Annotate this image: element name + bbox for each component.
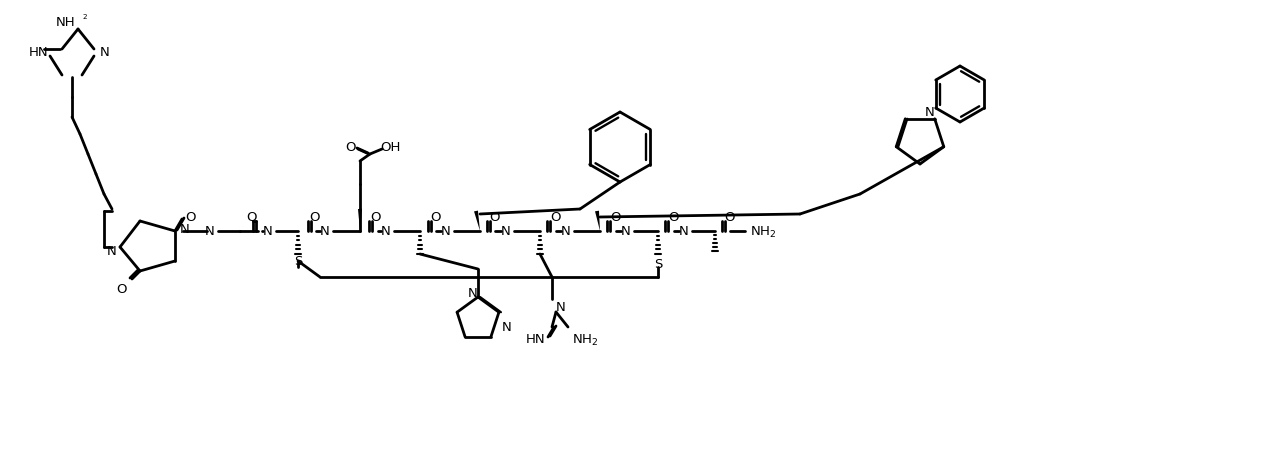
Text: $_2$: $_2$ <box>81 12 88 22</box>
Text: OH: OH <box>381 141 401 154</box>
Text: NH$_2$: NH$_2$ <box>750 224 777 239</box>
Text: N: N <box>561 225 570 238</box>
Text: N: N <box>381 225 391 238</box>
Text: O: O <box>309 211 321 224</box>
Text: NH$_2$: NH$_2$ <box>572 332 598 347</box>
Text: N: N <box>442 225 451 238</box>
Text: N: N <box>502 225 510 238</box>
Text: O: O <box>185 211 196 224</box>
Text: O: O <box>370 211 381 224</box>
Text: N: N <box>925 105 934 118</box>
Text: O: O <box>490 211 500 224</box>
Text: N: N <box>264 225 272 238</box>
Text: O: O <box>551 211 561 224</box>
Text: O: O <box>247 211 257 224</box>
Text: O: O <box>117 282 127 296</box>
Text: O: O <box>668 211 680 224</box>
Polygon shape <box>594 211 600 231</box>
Text: N: N <box>320 225 330 238</box>
Text: HN: HN <box>526 333 545 346</box>
Text: N: N <box>556 301 565 314</box>
Text: S: S <box>294 255 302 268</box>
Text: O: O <box>345 141 356 154</box>
Text: N: N <box>621 225 631 238</box>
Text: O: O <box>724 211 736 224</box>
Text: NH: NH <box>55 15 75 29</box>
Polygon shape <box>474 211 480 231</box>
Text: O: O <box>611 211 621 224</box>
Text: N: N <box>679 225 689 238</box>
Text: HN: HN <box>28 46 48 60</box>
Text: N: N <box>468 287 477 300</box>
Text: N: N <box>107 245 117 258</box>
Text: N: N <box>205 225 215 238</box>
Text: O: O <box>430 211 442 224</box>
Polygon shape <box>358 209 362 231</box>
Text: N: N <box>179 223 190 236</box>
Text: N: N <box>101 46 109 60</box>
Text: S: S <box>654 258 662 271</box>
Text: N: N <box>502 321 512 334</box>
